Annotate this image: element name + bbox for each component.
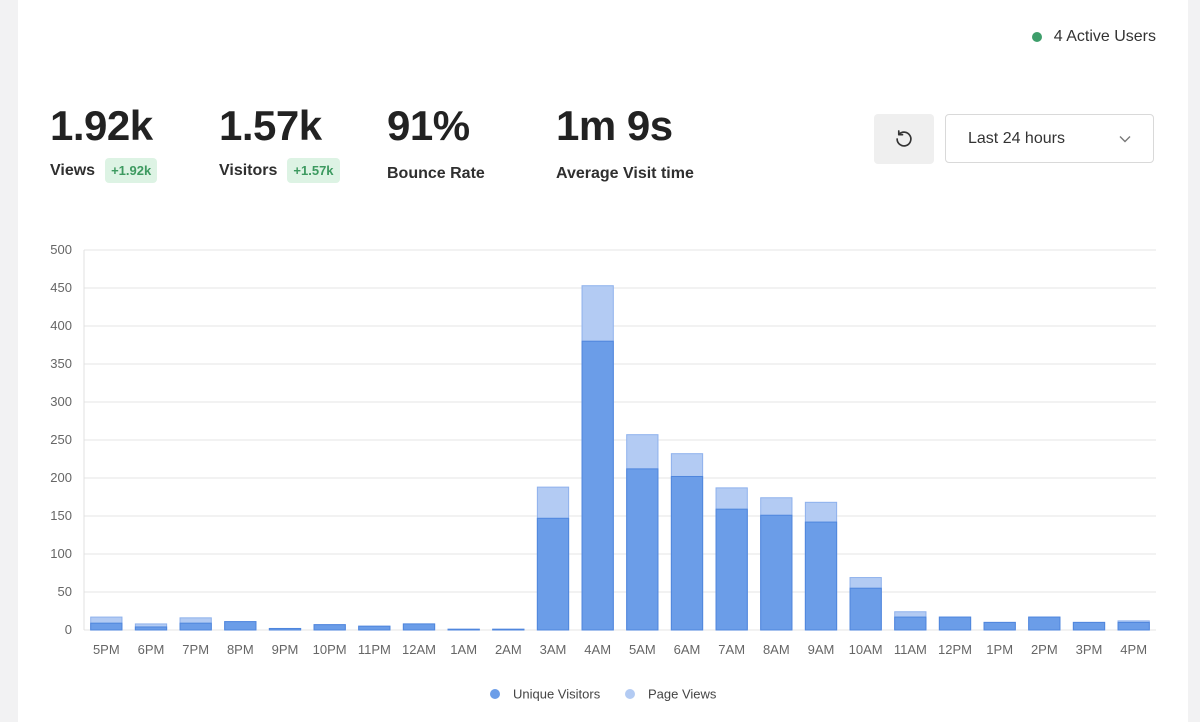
x-tick-label: 3AM (540, 642, 567, 657)
y-tick-label: 200 (50, 470, 72, 485)
metric-average-visit-time: 1m 9s Average Visit time (556, 100, 694, 183)
bar-unique-visitors (849, 587, 882, 631)
bar-unique-visitors (358, 625, 391, 631)
metric-bounce-rate: 91% Bounce Rate (387, 100, 485, 183)
bar-unique-visitors (670, 475, 704, 631)
x-tick-label: 2AM (495, 642, 522, 657)
bar-unique-visitors (224, 621, 257, 631)
bar-unique-visitors (1028, 616, 1061, 631)
bar-unique-visitors (1117, 621, 1150, 631)
average-visit-time-value: 1m 9s (556, 102, 673, 149)
bar-unique-visitors (983, 621, 1016, 631)
y-tick-label: 400 (50, 318, 72, 333)
metric-visitors: 1.57k Visitors +1.57k (219, 100, 340, 183)
bar-unique-visitors (938, 616, 972, 631)
chevron-down-icon (1119, 135, 1131, 142)
bar-unique-visitors (447, 628, 480, 631)
x-tick-label: 7AM (718, 642, 745, 657)
y-tick-label: 250 (50, 432, 72, 447)
x-tick-label: 12AM (402, 642, 436, 657)
views-change-badge: +1.92k (105, 158, 158, 183)
analytics-panel: 4 Active Users 1.92k Views +1.92k 1.57k … (18, 0, 1188, 722)
x-tick-label: 8PM (227, 642, 254, 657)
bar-unique-visitors (581, 340, 614, 631)
bounce-rate-label: Bounce Rate (387, 165, 485, 182)
date-range-value: Last 24 hours (968, 129, 1065, 147)
x-tick-label: 5PM (93, 642, 120, 657)
y-tick-label: 0 (65, 622, 72, 637)
views-label: Views (50, 161, 96, 179)
bar-unique-visitors (715, 508, 748, 631)
x-tick-label: 11PM (358, 642, 391, 657)
y-tick-label: 150 (50, 508, 72, 523)
x-tick-label: 9PM (272, 642, 299, 657)
x-tick-label: 8AM (763, 642, 790, 657)
bar-unique-visitors (313, 624, 346, 631)
bar-unique-visitors (268, 627, 302, 631)
bar-unique-visitors (402, 623, 436, 631)
metric-views: 1.92k Views +1.92k (50, 100, 158, 183)
bar-unique-visitors (134, 626, 168, 631)
average-visit-time-label: Average Visit time (556, 165, 694, 182)
x-tick-label: 4PM (1120, 642, 1147, 657)
bar-unique-visitors (90, 622, 123, 631)
visits-bar-chart: 0 50 100 150 200 250 300 350 400 450 500 5PM 6PM 7PM 8… (50, 242, 1156, 702)
x-tick-label: 3PM (1076, 642, 1103, 657)
bar-unique-visitors (536, 517, 570, 631)
x-tick-label: 12PM (938, 642, 972, 657)
x-tick-label: 10PM (313, 642, 347, 657)
y-tick-label: 300 (50, 394, 72, 409)
bar-unique-visitors (492, 628, 525, 631)
bar-unique-visitors (760, 514, 793, 631)
x-tick-label: 2PM (1031, 642, 1058, 657)
bar-unique-visitors (179, 622, 212, 631)
legend-swatch-unique-visitors (490, 689, 500, 699)
refresh-icon (896, 130, 912, 147)
bar-unique-visitors (894, 616, 927, 631)
x-tick-label: 11AM (894, 642, 927, 657)
active-users-label: 4 Active Users (1053, 28, 1156, 45)
bar-unique-visitors (804, 521, 838, 631)
active-users-indicator: 4 Active Users (1031, 28, 1156, 46)
x-tick-label: 6AM (674, 642, 701, 657)
x-tick-label: 1AM (450, 642, 477, 657)
x-tick-label: 1PM (986, 642, 1013, 657)
bounce-rate-value: 91% (387, 102, 470, 149)
x-tick-label: 9AM (808, 642, 835, 657)
y-tick-label: 350 (50, 356, 72, 371)
legend-label-unique-visitors: Unique Visitors (513, 687, 601, 702)
bar-unique-visitors (626, 468, 659, 631)
y-tick-label: 450 (50, 280, 72, 295)
x-tick-label: 7PM (182, 642, 209, 657)
visitors-label: Visitors (219, 161, 278, 179)
x-tick-label: 5AM (629, 642, 656, 657)
visitors-value: 1.57k (219, 102, 322, 149)
status-dot (1031, 32, 1042, 42)
views-value: 1.92k (50, 102, 153, 149)
bar-unique-visitors (1072, 621, 1106, 631)
y-tick-label: 100 (50, 546, 72, 561)
y-tick-label: 50 (58, 584, 72, 599)
x-tick-label: 6PM (138, 642, 165, 657)
legend-label-page-views: Page Views (648, 687, 717, 702)
date-range-select[interactable]: Last 24 hours (945, 114, 1154, 163)
refresh-button[interactable] (874, 114, 934, 164)
y-tick-label: 500 (50, 242, 72, 257)
legend-swatch-page-views (625, 689, 635, 699)
x-tick-label: 10AM (849, 642, 883, 657)
visitors-change-badge: +1.57k (287, 158, 340, 183)
x-tick-label: 4AM (584, 642, 611, 657)
